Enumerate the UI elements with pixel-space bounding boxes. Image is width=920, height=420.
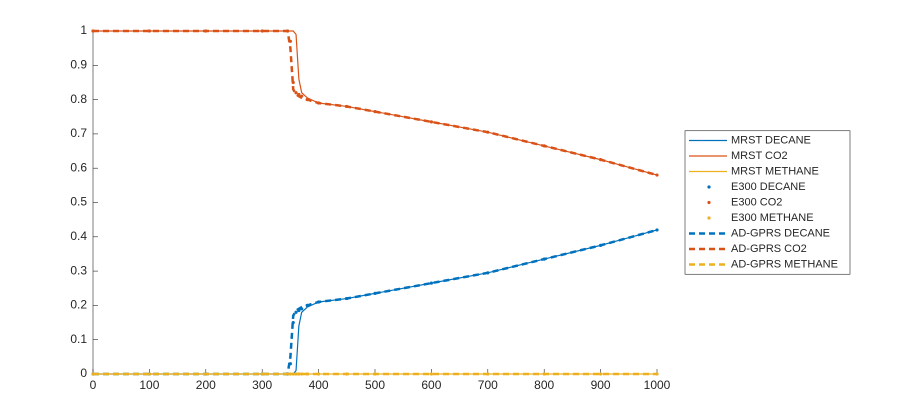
x-tick-label: 100 — [139, 378, 159, 392]
x-tick-label: 700 — [478, 378, 498, 392]
x-tick-label: 500 — [365, 378, 385, 392]
legend-box — [684, 130, 851, 275]
y-tick-label: 0.8 — [70, 92, 87, 106]
data-point — [655, 228, 659, 232]
y-tick-label: 1 — [80, 23, 87, 37]
data-point — [429, 372, 433, 376]
y-tick-label: 0.7 — [70, 126, 87, 140]
x-tick-label: 1000 — [644, 378, 671, 392]
x-tick-label: 800 — [534, 378, 554, 392]
legend-marker — [707, 200, 711, 205]
data-point — [294, 91, 298, 95]
data-point — [599, 372, 603, 376]
y-tick-label: 0 — [80, 366, 87, 380]
legend-label: E300 METHANE — [731, 212, 814, 224]
legend-label: E300 CO2 — [731, 196, 782, 208]
data-point — [294, 310, 298, 314]
y-tick-label: 0.1 — [70, 332, 87, 346]
series-line — [93, 228, 658, 376]
legend-label: AD-GPRS DECANE — [731, 227, 830, 239]
data-point — [429, 120, 433, 124]
series-line — [93, 29, 658, 177]
y-tick-label: 0.4 — [70, 229, 87, 243]
data-point — [655, 173, 659, 177]
x-tick-label: 400 — [309, 378, 329, 392]
legend: MRST DECANE MRST CO2 MRST METHANE E300 DECA… — [684, 130, 851, 275]
y-tick-label: 0.9 — [70, 57, 87, 71]
legend-label: AD-GPRS CO2 — [731, 243, 807, 255]
x-tick-label: 300 — [252, 378, 272, 392]
data-point — [288, 372, 292, 376]
legend-marker — [707, 185, 711, 189]
y-tick-label: 0.6 — [70, 160, 87, 174]
legend-label: AD-GPRS METHANE — [731, 258, 838, 270]
x-tick-label: 900 — [591, 378, 611, 392]
legend-label: MRST CO2 — [731, 150, 788, 162]
x-tick-label: 200 — [196, 378, 216, 392]
y-tick-label: 0.2 — [70, 298, 87, 312]
legend-label: MRST DECANE — [731, 134, 811, 146]
x-tick-label: 600 — [421, 378, 441, 392]
x-tick-label: 0 — [90, 378, 97, 392]
data-point — [429, 281, 433, 285]
legend-label: MRST METHANE — [731, 165, 819, 177]
data-point — [300, 372, 304, 376]
legend-marker — [707, 216, 711, 220]
legend-label: E300 DECANE — [731, 181, 806, 193]
y-tick-label: 0.5 — [70, 195, 87, 209]
y-tick-label: 0.3 — [70, 263, 87, 277]
